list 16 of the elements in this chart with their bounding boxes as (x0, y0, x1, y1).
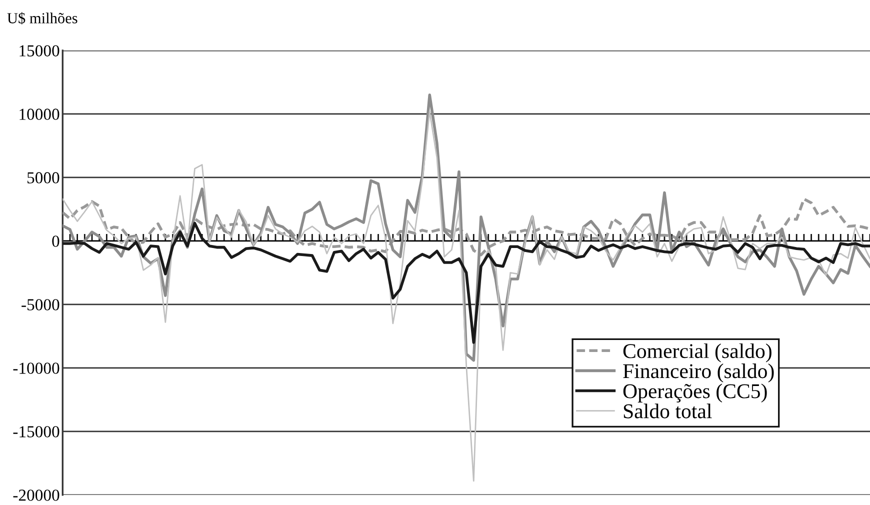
y-tick-label: -10000 (13, 362, 60, 374)
line-series (62, 222, 870, 344)
y-tick-label: 10000 (20, 108, 60, 120)
y-tick-label: -15000 (13, 426, 60, 438)
legend-label: Operações (CC5) (623, 384, 767, 402)
y-tick-label: 15000 (20, 45, 60, 56)
y-tick-label: -20000 (13, 490, 60, 501)
line-series (62, 110, 870, 482)
y-tick-label: -5000 (22, 299, 60, 310)
y-axis-title: U$ milhões (7, 12, 78, 24)
y-tick-label: 5000 (28, 172, 60, 184)
legend-label: Financeiro (saldo) (623, 364, 774, 382)
line-series (62, 198, 870, 256)
legend-label: Comercial (saldo) (623, 343, 772, 362)
y-tick-label: 0 (52, 236, 60, 247)
legend-label: Saldo total (624, 404, 712, 418)
